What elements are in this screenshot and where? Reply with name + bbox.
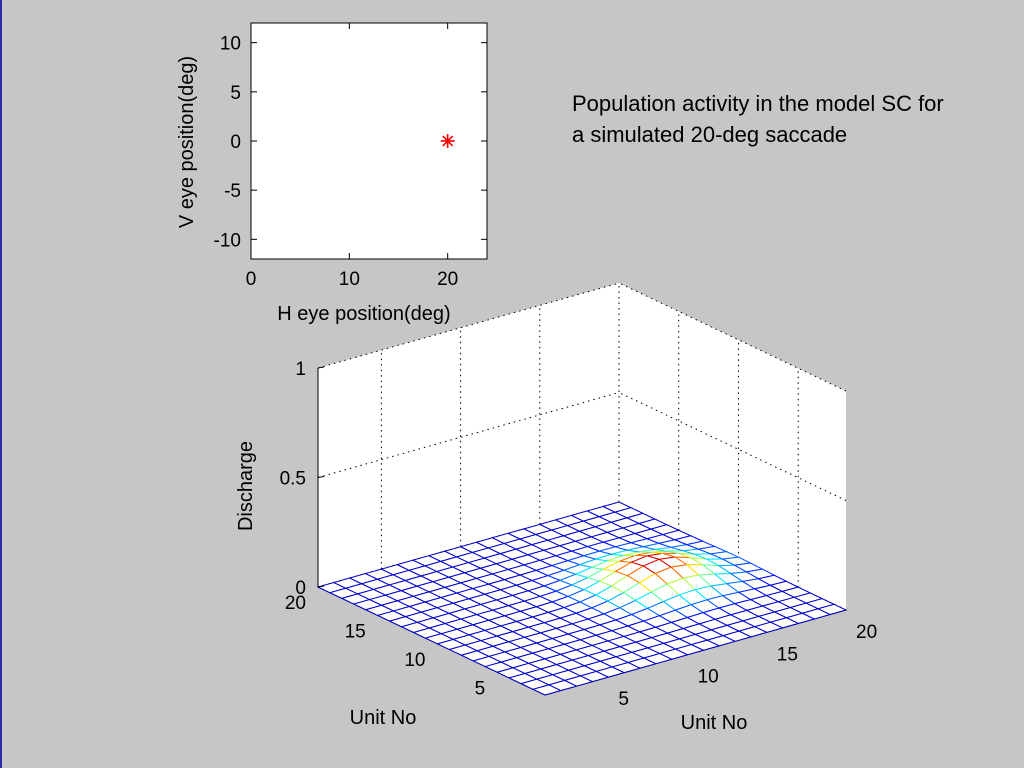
slide-caption: Population activity in the model SC for …: [572, 91, 944, 147]
surface-grid-line: [618, 282, 847, 392]
surface-x-tick-label: 5: [618, 689, 629, 710]
eye-plot-y-tick-label: 10: [220, 34, 241, 55]
eye-plot-x-tick-label: 20: [437, 269, 458, 290]
marker-stroke: [442, 135, 454, 147]
eye-plot-y-tick-label: -5: [224, 181, 241, 202]
surface-z-tick-label: 0.5: [280, 469, 306, 490]
surface-x-tick-label: 15: [777, 644, 798, 665]
surface-z-tick: [317, 585, 325, 588]
surface-mesh-cell: [816, 603, 848, 616]
surface-back-wall-y: [318, 283, 619, 587]
eye-plot-y-tick-label: 0: [230, 132, 241, 153]
surface-y-tick-label: 15: [345, 621, 366, 642]
surface-z-label: Discharge: [235, 441, 257, 531]
surface-x-label: Unit No: [681, 712, 748, 734]
eye-plot-x-tick-label: 10: [339, 269, 360, 290]
eye-position-marker: [440, 134, 455, 148]
surface-y-tick-label: 5: [475, 678, 486, 699]
surface-y-label: Unit No: [350, 707, 417, 729]
eye-plot-x-tick-label: 0: [246, 269, 257, 290]
surface-grid-line: [618, 392, 847, 501]
surface-z-tick: [317, 366, 325, 369]
surface-y-tick-label: 20: [285, 593, 306, 614]
surface-z-tick-label: 0: [295, 578, 306, 599]
eye-plot-y-tick-label: 5: [230, 83, 241, 104]
surface-y-tick-label: 10: [404, 650, 425, 671]
eye-plot-y-label: V eye position(deg): [176, 56, 198, 228]
surface-z-tick: [317, 476, 325, 478]
slide-left-border: [0, 0, 2, 768]
eye-plot-x-label: H eye position(deg): [277, 303, 450, 325]
surface-x-tick-label: 20: [856, 622, 877, 643]
surface-x-tick-label: 10: [698, 667, 719, 688]
surface-z-tick-label: 1: [295, 359, 306, 380]
eye-plot-y-tick-label: -10: [214, 230, 241, 251]
eye-position-plot: 0 10 20 10 5 0 -5 -10 H eye position(deg) V eye…: [176, 22, 488, 325]
surface-back-wall-x: [619, 283, 846, 610]
